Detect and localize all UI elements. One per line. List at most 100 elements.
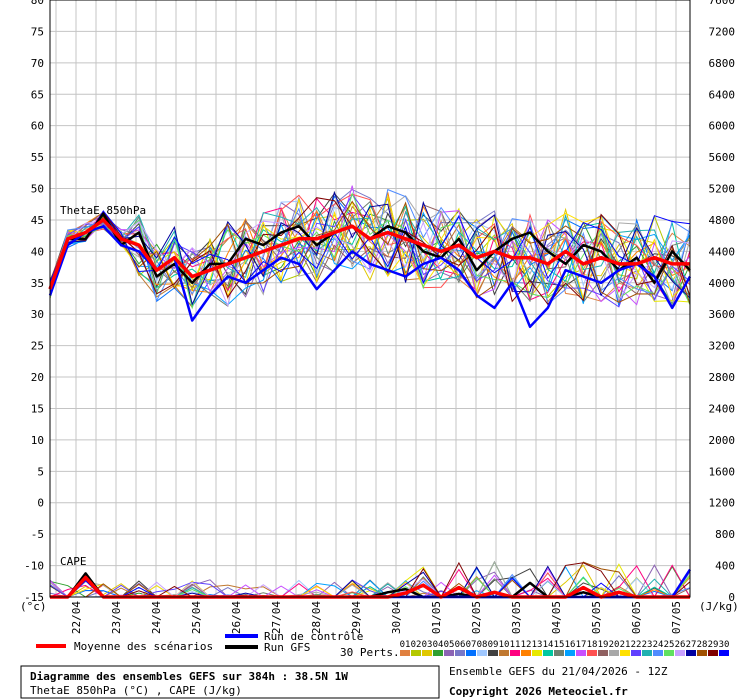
pert-legend-label: 03	[422, 640, 433, 650]
right-tick-label: 2400	[709, 402, 736, 415]
pert-legend-swatch	[554, 650, 564, 656]
pert-legend-label: 29	[708, 640, 719, 650]
right-tick-label: 7200	[709, 25, 736, 38]
pert-legend-label: 20	[609, 640, 620, 650]
pert-legend-swatch	[697, 650, 707, 656]
left-tick-label: 20	[31, 371, 44, 384]
pert-legend-label: 10	[499, 640, 510, 650]
pert-theta-line	[49, 191, 691, 306]
pert-theta-line	[49, 204, 691, 297]
pert-legend-label: 05	[444, 640, 455, 650]
pert-legend-label: 01	[400, 640, 411, 650]
right-tick-label: 4400	[709, 245, 736, 258]
date-tick-label: 01/05	[430, 601, 443, 634]
pert-legend-swatch	[455, 650, 465, 656]
date-tick-label: 22/04	[70, 601, 83, 634]
date-tick-label: 06/05	[630, 601, 643, 634]
perturbation-legend: 01 02 03 04 05 06 07 08 09 10 11 12 13 14 15 16 17 18 19 20…	[400, 640, 730, 656]
copyright: Copyright 2026 Meteociel.fr	[449, 685, 628, 698]
pert-legend-label: 28	[697, 640, 708, 650]
pert-legend-swatch	[510, 650, 520, 656]
pert-legend-swatch	[653, 650, 663, 656]
date-tick-label: 05/05	[590, 601, 603, 634]
info-title: Diagramme des ensembles GEFS sur 384h : …	[30, 670, 348, 683]
theta-series-label: ThetaE 850hPa	[60, 204, 146, 217]
pert-legend-label: 14	[543, 640, 554, 650]
right-tick-label: 7600	[709, 0, 736, 7]
left-tick-label: 25	[31, 340, 44, 353]
pert-legend-swatch	[620, 650, 630, 656]
right-tick-label: 4800	[709, 214, 736, 227]
pert-legend-swatch	[422, 650, 432, 656]
date-tick-label: 24/04	[150, 601, 163, 634]
date-tick-label: 07/05	[670, 601, 683, 634]
pert-legend-label: 06	[455, 640, 466, 650]
date-tick-label: 26/04	[230, 601, 243, 634]
right-tick-label: 3600	[709, 308, 736, 321]
pert-theta-line	[49, 197, 691, 305]
right-unit-label: (J/kg)	[699, 600, 739, 613]
cape-series-label: CAPE	[60, 555, 87, 568]
left-tick-label: 70	[31, 57, 44, 70]
pert-legend-swatch	[719, 650, 729, 656]
pert-legend-swatch	[686, 650, 696, 656]
right-axis-ticks: 7600720068006400600056005200480044004000…	[709, 0, 736, 604]
pert-legend-label: 02	[411, 640, 422, 650]
left-tick-label: -10	[24, 560, 44, 573]
pert-legend-label: 30	[719, 640, 730, 650]
pert-theta-line	[49, 188, 691, 306]
pert-legend-swatch	[631, 650, 641, 656]
date-tick-label: 27/04	[270, 601, 283, 634]
right-tick-label: 6800	[709, 57, 736, 70]
left-tick-label: -5	[31, 528, 44, 541]
right-tick-label: 800	[715, 528, 735, 541]
pert-legend-label: 11	[510, 640, 521, 650]
left-tick-label: 60	[31, 120, 44, 133]
left-tick-label: 10	[31, 434, 44, 447]
right-tick-label: 1200	[709, 497, 736, 510]
right-tick-label: 4000	[709, 277, 736, 290]
pert-legend-swatch	[543, 650, 553, 656]
left-tick-label: 50	[31, 183, 44, 196]
pert-legend-label: 24	[653, 640, 664, 650]
date-tick-label: 28/04	[310, 601, 323, 634]
left-tick-label: 0	[37, 497, 44, 510]
pert-legend-swatch	[466, 650, 476, 656]
legend-control-label: Run de contrôle	[264, 630, 363, 643]
left-tick-label: 15	[31, 402, 44, 415]
pert-theta-line	[49, 200, 691, 305]
pert-legend-swatch	[708, 650, 718, 656]
pert-legend-swatch	[576, 650, 586, 656]
right-tick-label: 6400	[709, 88, 736, 101]
pert-legend-label: 19	[598, 640, 609, 650]
date-tick-label: 30/04	[390, 601, 403, 634]
pert-legend-swatch	[532, 650, 542, 656]
left-tick-label: 35	[31, 277, 44, 290]
date-tick-label: 03/05	[510, 601, 523, 634]
pert-legend-swatch	[521, 650, 531, 656]
left-tick-label: 30	[31, 308, 44, 321]
right-tick-label: 5200	[709, 183, 736, 196]
right-tick-label: 6000	[709, 120, 736, 133]
date-tick-label: 29/04	[350, 601, 363, 634]
left-tick-label: 65	[31, 88, 44, 101]
pert-legend-swatch	[488, 650, 498, 656]
left-tick-label: 80	[31, 0, 44, 7]
pert-legend-label: 09	[488, 640, 499, 650]
right-tick-label: 3200	[709, 340, 736, 353]
date-tick-label: 04/05	[550, 601, 563, 634]
left-tick-label: 55	[31, 151, 44, 164]
pert-legend-swatch	[675, 650, 685, 656]
pert-legend-label: 23	[642, 640, 653, 650]
info-box	[20, 665, 440, 699]
pert-legend-label: 07	[466, 640, 477, 650]
right-tick-label: 2000	[709, 434, 736, 447]
pert-legend-label: 16	[565, 640, 576, 650]
pert-legend-label: 22	[631, 640, 642, 650]
pert-legend-swatch	[411, 650, 421, 656]
pert-legend-swatch	[444, 650, 454, 656]
run-info: Ensemble GEFS du 21/04/2026 - 12Z	[449, 665, 668, 678]
